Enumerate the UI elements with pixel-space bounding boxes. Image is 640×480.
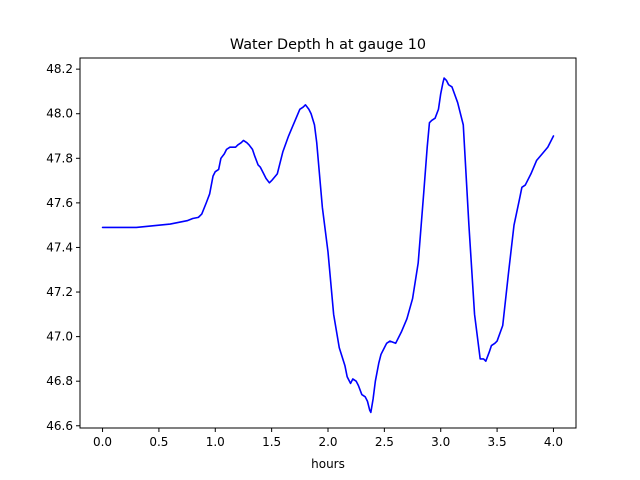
- y-tick-label: 47.2: [46, 285, 73, 299]
- x-axis-ticks: 0.0 0.5 1.0 1.5 2.0 2.5 3.0 3.5 4.0: [93, 428, 563, 449]
- x-tick-label: 1.0: [206, 435, 225, 449]
- y-tick-label: 47.0: [46, 330, 73, 344]
- series-layer: [101, 77, 555, 414]
- x-tick-label: 0.5: [149, 435, 168, 449]
- x-tick-label: 4.0: [544, 435, 563, 449]
- y-tick-label: 46.6: [46, 419, 73, 433]
- series-line-water-depth: [101, 77, 555, 414]
- x-tick-label: 1.5: [262, 435, 281, 449]
- x-tick-label: 0.0: [93, 435, 112, 449]
- y-axis-ticks: 46.6 46.8 47.0 47.2 47.4 47.6 47.8 48.0 48.2: [46, 62, 80, 433]
- y-tick-label: 48.0: [46, 107, 73, 121]
- x-tick-label: 3.0: [431, 435, 450, 449]
- y-tick-label: 47.6: [46, 196, 73, 210]
- x-tick-label: 2.5: [375, 435, 394, 449]
- y-tick-label: 48.2: [46, 62, 73, 76]
- x-tick-label: 3.5: [488, 435, 507, 449]
- y-tick-label: 46.8: [46, 374, 73, 388]
- y-tick-label: 47.8: [46, 151, 73, 165]
- x-axis-label: hours: [311, 457, 345, 471]
- x-tick-label: 2.0: [318, 435, 337, 449]
- chart-title: Water Depth h at gauge 10: [230, 37, 426, 53]
- y-tick-label: 47.4: [46, 240, 73, 254]
